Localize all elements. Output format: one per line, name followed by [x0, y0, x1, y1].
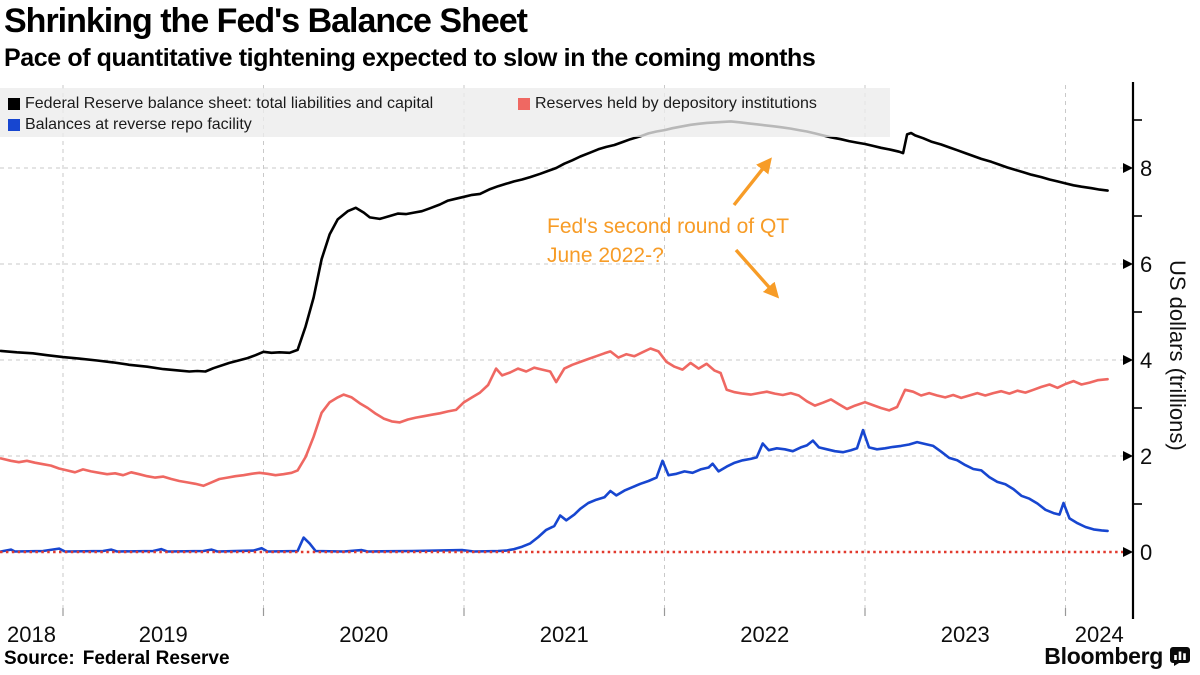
- legend-swatch-blue: [8, 119, 20, 131]
- bloomberg-brand: Bloomberg: [1044, 643, 1190, 670]
- source-label: Source:: [4, 648, 75, 669]
- legend-label-reserves: Reserves held by depository institutions: [535, 95, 817, 112]
- legend-panel: [0, 88, 890, 137]
- legend-item-total-liabilities: Federal Reserve balance sheet: total lia…: [8, 95, 433, 113]
- x-axis-label: 2024: [1075, 622, 1124, 647]
- source-value: Federal Reserve: [82, 648, 230, 669]
- y-axis-label: 0: [1140, 540, 1152, 565]
- series-reserves: [0, 347, 1109, 488]
- x-axis-label: 2019: [139, 622, 188, 647]
- y-major-tick-arrow: [1123, 259, 1133, 269]
- y-axis-label: 2: [1140, 444, 1152, 469]
- page-title: Shrinking the Fed's Balance Sheet: [4, 2, 528, 40]
- bloomberg-wordmark: Bloomberg: [1044, 643, 1163, 669]
- series-rrp: [0, 428, 1109, 553]
- y-axis-title: US dollars (trillions): [1165, 259, 1190, 451]
- annotation-arrow-down: [734, 248, 780, 299]
- x-axis-label: 2021: [540, 622, 589, 647]
- x-axis-label: 2018: [7, 622, 56, 647]
- x-axis-label: 2020: [339, 622, 388, 647]
- y-major-tick-arrow: [1123, 451, 1133, 461]
- qt-annotation-line2: June 2022-?: [547, 244, 664, 267]
- legend-swatch-black: [8, 98, 20, 110]
- qt-annotation-line1: Fed's second round of QT: [547, 215, 790, 238]
- legend-label-total-liabilities: Federal Reserve balance sheet: total lia…: [25, 95, 434, 112]
- series-total: [0, 120, 1109, 373]
- bloomberg-logo-icon: [1170, 647, 1190, 666]
- legend-swatch-red: [518, 98, 530, 110]
- y-major-tick-arrow: [1123, 547, 1133, 557]
- source-note: Source: Federal Reserve: [4, 648, 230, 670]
- page-subtitle: Pace of quantitative tightening expected…: [4, 44, 816, 72]
- y-major-tick-arrow: [1123, 163, 1133, 173]
- y-major-tick-arrow: [1123, 355, 1133, 365]
- x-axis-label: 2022: [740, 622, 789, 647]
- legend-item-reverse-repo: Balances at reverse repo facility: [8, 116, 252, 134]
- legend-label-reverse-repo: Balances at reverse repo facility: [25, 116, 252, 133]
- qt-annotation: Fed's second round of QT June 2022-?: [547, 212, 789, 270]
- y-axis-label: 6: [1140, 252, 1152, 277]
- y-axis-label: 8: [1140, 156, 1152, 181]
- y-axis-label: 4: [1140, 348, 1152, 373]
- legend-item-reserves: Reserves held by depository institutions: [518, 95, 817, 113]
- x-axis-label: 2023: [941, 622, 990, 647]
- annotation-arrow-up: [732, 157, 772, 207]
